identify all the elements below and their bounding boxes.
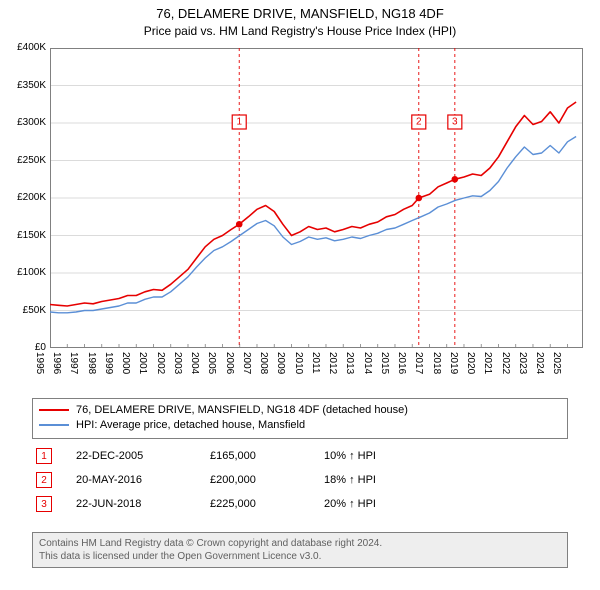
footer-attribution: Contains HM Land Registry data © Crown c… (32, 532, 568, 568)
x-tick-label: 2009 (275, 352, 286, 374)
sale-index-box: 3 (36, 496, 52, 512)
x-tick-label: 2021 (482, 352, 493, 374)
x-tick-label: 2020 (465, 352, 476, 374)
x-tick-label: 2002 (155, 352, 166, 374)
x-tick-label: 2013 (344, 352, 355, 374)
sale-price: £200,000 (210, 474, 300, 486)
x-tick-label: 2000 (120, 352, 131, 374)
y-tick-label: £200K (0, 192, 46, 203)
legend-item: HPI: Average price, detached house, Mans… (39, 418, 561, 433)
legend-item: 76, DELAMERE DRIVE, MANSFIELD, NG18 4DF … (39, 403, 561, 418)
x-tick-label: 1998 (86, 352, 97, 374)
x-tick-label: 2022 (500, 352, 511, 374)
footer-line-2: This data is licensed under the Open Gov… (39, 550, 561, 563)
sale-index-box: 2 (36, 472, 52, 488)
x-tick-label: 1999 (103, 352, 114, 374)
x-tick-label: 2001 (137, 352, 148, 374)
plot-svg: 1 2 3 (50, 48, 583, 348)
sale-price: £165,000 (210, 450, 300, 462)
x-tick-label: 2012 (327, 352, 338, 374)
x-tick-label: 2011 (310, 352, 321, 374)
legend-swatch (39, 409, 69, 411)
x-tick-label: 1996 (51, 352, 62, 374)
chart-subtitle: Price paid vs. HM Land Registry's House … (0, 24, 600, 39)
y-tick-label: £50K (0, 305, 46, 316)
legend: 76, DELAMERE DRIVE, MANSFIELD, NG18 4DF … (32, 398, 568, 439)
sale-date: 22-DEC-2005 (76, 450, 186, 462)
sale-row: 1 22-DEC-2005 £165,000 10% ↑ HPI (32, 444, 568, 468)
y-tick-label: £150K (0, 230, 46, 241)
legend-label: HPI: Average price, detached house, Mans… (76, 418, 305, 433)
sale-delta: 20% ↑ HPI (324, 498, 444, 510)
x-tick-label: 2004 (189, 352, 200, 374)
x-tick-label: 2017 (413, 352, 424, 374)
legend-swatch (39, 424, 69, 426)
footer-line-1: Contains HM Land Registry data © Crown c… (39, 537, 561, 550)
x-tick-label: 2010 (293, 352, 304, 374)
legend-label: 76, DELAMERE DRIVE, MANSFIELD, NG18 4DF … (76, 403, 408, 418)
y-tick-label: £400K (0, 42, 46, 53)
y-tick-label: £300K (0, 117, 46, 128)
sale-price: £225,000 (210, 498, 300, 510)
sale-row: 3 22-JUN-2018 £225,000 20% ↑ HPI (32, 492, 568, 516)
y-tick-label: £100K (0, 267, 46, 278)
x-tick-label: 2018 (431, 352, 442, 374)
sale-delta: 10% ↑ HPI (324, 450, 444, 462)
y-tick-label: £250K (0, 155, 46, 166)
x-tick-label: 2016 (396, 352, 407, 374)
sale-index-box: 1 (36, 448, 52, 464)
x-tick-label: 2007 (241, 352, 252, 374)
svg-text:1: 1 (236, 117, 242, 128)
x-tick-label: 2005 (206, 352, 217, 374)
plot-area: 1 2 3 (50, 48, 583, 348)
x-tick-label: 2015 (379, 352, 390, 374)
svg-text:3: 3 (452, 117, 458, 128)
x-tick-label: 2006 (224, 352, 235, 374)
chart-title: 76, DELAMERE DRIVE, MANSFIELD, NG18 4DF (0, 0, 600, 22)
sale-date: 20-MAY-2016 (76, 474, 186, 486)
x-tick-label: 1997 (68, 352, 79, 374)
sales-table: 1 22-DEC-2005 £165,000 10% ↑ HPI 2 20-MAY-201… (32, 444, 568, 516)
x-tick-label: 2024 (534, 352, 545, 374)
sale-row: 2 20-MAY-2016 £200,000 18% ↑ HPI (32, 468, 568, 492)
x-tick-label: 2025 (551, 352, 562, 374)
sale-date: 22-JUN-2018 (76, 498, 186, 510)
x-tick-label: 2014 (362, 352, 373, 374)
x-tick-label: 1995 (34, 352, 45, 374)
svg-text:2: 2 (416, 117, 422, 128)
x-tick-label: 2023 (517, 352, 528, 374)
x-tick-label: 2008 (258, 352, 269, 374)
x-tick-label: 2019 (448, 352, 459, 374)
y-tick-label: £350K (0, 80, 46, 91)
sale-delta: 18% ↑ HPI (324, 474, 444, 486)
chart-container: 76, DELAMERE DRIVE, MANSFIELD, NG18 4DF … (0, 0, 600, 590)
x-tick-label: 2003 (172, 352, 183, 374)
